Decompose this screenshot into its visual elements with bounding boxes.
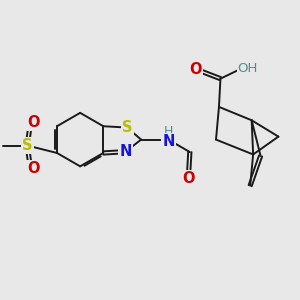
Text: O: O [190, 62, 202, 77]
Text: N: N [119, 144, 132, 159]
Text: O: O [182, 171, 195, 186]
Text: H: H [164, 125, 173, 138]
Text: O: O [28, 161, 40, 176]
Text: O: O [28, 115, 40, 130]
Text: S: S [122, 120, 132, 135]
Text: S: S [22, 138, 32, 153]
Text: OH: OH [238, 62, 258, 75]
Text: N: N [162, 134, 175, 149]
